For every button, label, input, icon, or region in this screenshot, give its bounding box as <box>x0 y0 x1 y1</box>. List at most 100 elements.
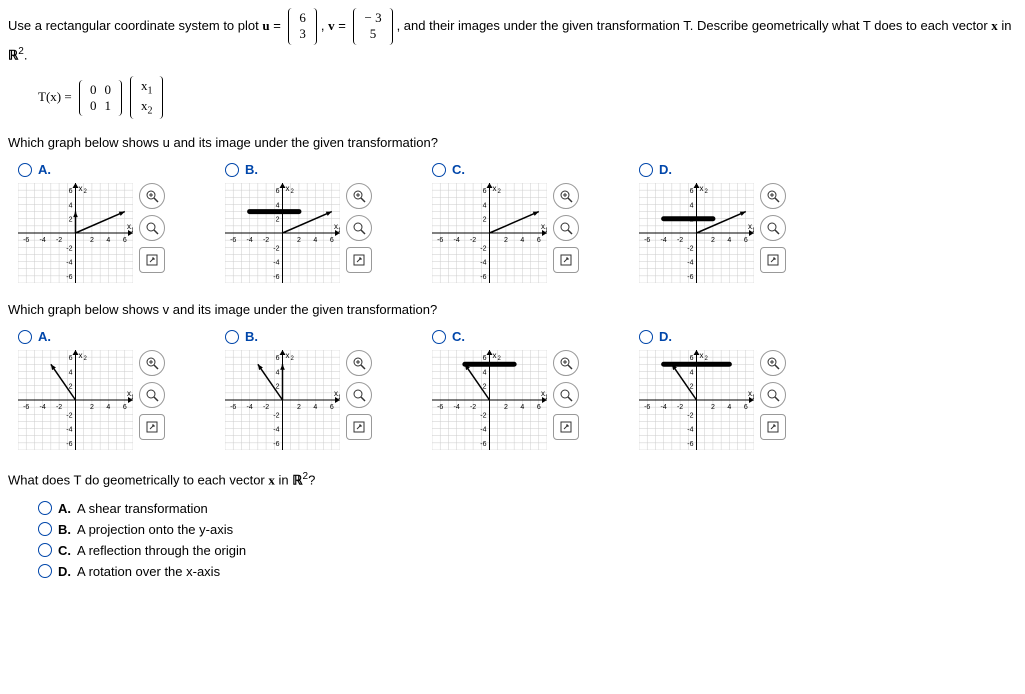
svg-text:6: 6 <box>69 189 73 196</box>
svg-text:4: 4 <box>520 237 524 244</box>
q3-option-d[interactable]: D. A rotation over the x-axis <box>38 564 1017 579</box>
zoom-in-icon[interactable] <box>760 350 786 376</box>
svg-text:4: 4 <box>690 370 694 377</box>
graph-option-d[interactable]: D. -6-6-4-4-2-2224466x1x2 <box>639 329 786 453</box>
radio-icon <box>38 522 52 536</box>
zoom-in-icon[interactable] <box>139 183 165 209</box>
svg-text:-6: -6 <box>480 274 486 281</box>
svg-text:6: 6 <box>123 404 127 411</box>
svg-text:-2: -2 <box>677 404 683 411</box>
svg-text:1: 1 <box>338 228 340 234</box>
option-text: A shear transformation <box>77 501 208 516</box>
option-text: A projection onto the y-axis <box>77 522 233 537</box>
svg-text:-2: -2 <box>687 246 693 253</box>
zoom-in-icon[interactable] <box>553 183 579 209</box>
zoom-out-icon[interactable] <box>553 215 579 241</box>
svg-text:6: 6 <box>330 237 334 244</box>
svg-text:6: 6 <box>276 189 280 196</box>
tx-definition: T(x) = 0001x1x2 <box>38 76 1017 119</box>
coordinate-graph: -6-6-4-4-2-2224466x1x2 <box>639 350 754 453</box>
svg-text:-2: -2 <box>56 404 62 411</box>
expand-icon[interactable] <box>346 414 372 440</box>
expand-icon[interactable] <box>139 414 165 440</box>
svg-text:-4: -4 <box>40 237 46 244</box>
svg-text:2: 2 <box>90 237 94 244</box>
svg-text:-2: -2 <box>480 413 486 420</box>
svg-text:-4: -4 <box>480 427 486 434</box>
svg-text:-4: -4 <box>66 260 72 267</box>
q3-option-c[interactable]: C. A reflection through the origin <box>38 543 1017 558</box>
svg-text:-2: -2 <box>263 237 269 244</box>
svg-text:6: 6 <box>537 237 541 244</box>
zoom-in-icon[interactable] <box>139 350 165 376</box>
q3-option-b[interactable]: B. A projection onto the y-axis <box>38 522 1017 537</box>
graph-option-b[interactable]: B. -6-6-4-4-2-2224466x1x2 <box>225 329 372 453</box>
coordinate-graph: -6-6-4-4-2-2224466x1x2 <box>225 350 340 453</box>
zoom-out-icon[interactable] <box>553 382 579 408</box>
q1-options: A. -6-6-4-4-2-2224466x1x2 B. -6-6-4-4-2-… <box>18 162 1017 286</box>
svg-text:-6: -6 <box>273 441 279 448</box>
svg-text:4: 4 <box>313 237 317 244</box>
svg-text:4: 4 <box>106 237 110 244</box>
zoom-in-icon[interactable] <box>760 183 786 209</box>
svg-text:4: 4 <box>313 404 317 411</box>
radio-icon <box>38 543 52 557</box>
svg-text:-4: -4 <box>480 260 486 267</box>
expand-icon[interactable] <box>139 247 165 273</box>
radio-icon <box>18 163 32 177</box>
zoom-in-icon[interactable] <box>346 183 372 209</box>
svg-text:-4: -4 <box>273 260 279 267</box>
expand-icon[interactable] <box>760 414 786 440</box>
expand-icon[interactable] <box>760 247 786 273</box>
coordinate-graph: -6-6-4-4-2-2224466x1x2 <box>18 183 133 286</box>
expand-icon[interactable] <box>553 414 579 440</box>
svg-text:2: 2 <box>276 217 280 224</box>
zoom-out-icon[interactable] <box>346 215 372 241</box>
graph-option-c[interactable]: C. -6-6-4-4-2-2224466x1x2 <box>432 162 579 286</box>
expand-icon[interactable] <box>346 247 372 273</box>
svg-text:4: 4 <box>520 404 524 411</box>
svg-text:-6: -6 <box>644 404 650 411</box>
svg-text:-4: -4 <box>247 404 253 411</box>
svg-text:1: 1 <box>131 228 133 234</box>
radio-icon <box>225 163 239 177</box>
svg-text:2: 2 <box>711 237 715 244</box>
svg-text:2: 2 <box>711 404 715 411</box>
zoom-in-icon[interactable] <box>346 350 372 376</box>
svg-text:-6: -6 <box>480 441 486 448</box>
graph-option-d[interactable]: D. -6-6-4-4-2-2224466x1x2 <box>639 162 786 286</box>
graph-option-a[interactable]: A. -6-6-4-4-2-2224466x1x2 <box>18 329 165 453</box>
radio-icon <box>225 330 239 344</box>
svg-text:2: 2 <box>504 237 508 244</box>
zoom-in-icon[interactable] <box>553 350 579 376</box>
coordinate-graph: -6-6-4-4-2-2224466x1x2 <box>18 350 133 453</box>
graph-option-a[interactable]: A. -6-6-4-4-2-2224466x1x2 <box>18 162 165 286</box>
svg-text:x: x <box>700 184 704 193</box>
radio-icon <box>639 163 653 177</box>
q3-option-a[interactable]: A. A shear transformation <box>38 501 1017 516</box>
svg-text:-6: -6 <box>687 274 693 281</box>
svg-text:x: x <box>286 184 290 193</box>
svg-text:6: 6 <box>690 189 694 196</box>
svg-text:-6: -6 <box>437 404 443 411</box>
svg-text:6: 6 <box>744 237 748 244</box>
svg-text:-2: -2 <box>56 237 62 244</box>
svg-text:1: 1 <box>545 228 547 234</box>
coordinate-graph: -6-6-4-4-2-2224466x1x2 <box>432 350 547 453</box>
zoom-out-icon[interactable] <box>760 382 786 408</box>
svg-text:6: 6 <box>483 189 487 196</box>
graph-option-b[interactable]: B. -6-6-4-4-2-2224466x1x2 <box>225 162 372 286</box>
zoom-out-icon[interactable] <box>760 215 786 241</box>
zoom-out-icon[interactable] <box>139 215 165 241</box>
svg-text:2: 2 <box>69 217 73 224</box>
graph-option-c[interactable]: C. -6-6-4-4-2-2224466x1x2 <box>432 329 579 453</box>
zoom-out-icon[interactable] <box>346 382 372 408</box>
option-label: B. <box>245 329 258 344</box>
expand-icon[interactable] <box>553 247 579 273</box>
svg-text:2: 2 <box>297 404 301 411</box>
svg-text:1: 1 <box>545 395 547 401</box>
zoom-out-icon[interactable] <box>139 382 165 408</box>
svg-text:2: 2 <box>90 404 94 411</box>
option-label: A. <box>38 329 51 344</box>
radio-icon <box>38 564 52 578</box>
